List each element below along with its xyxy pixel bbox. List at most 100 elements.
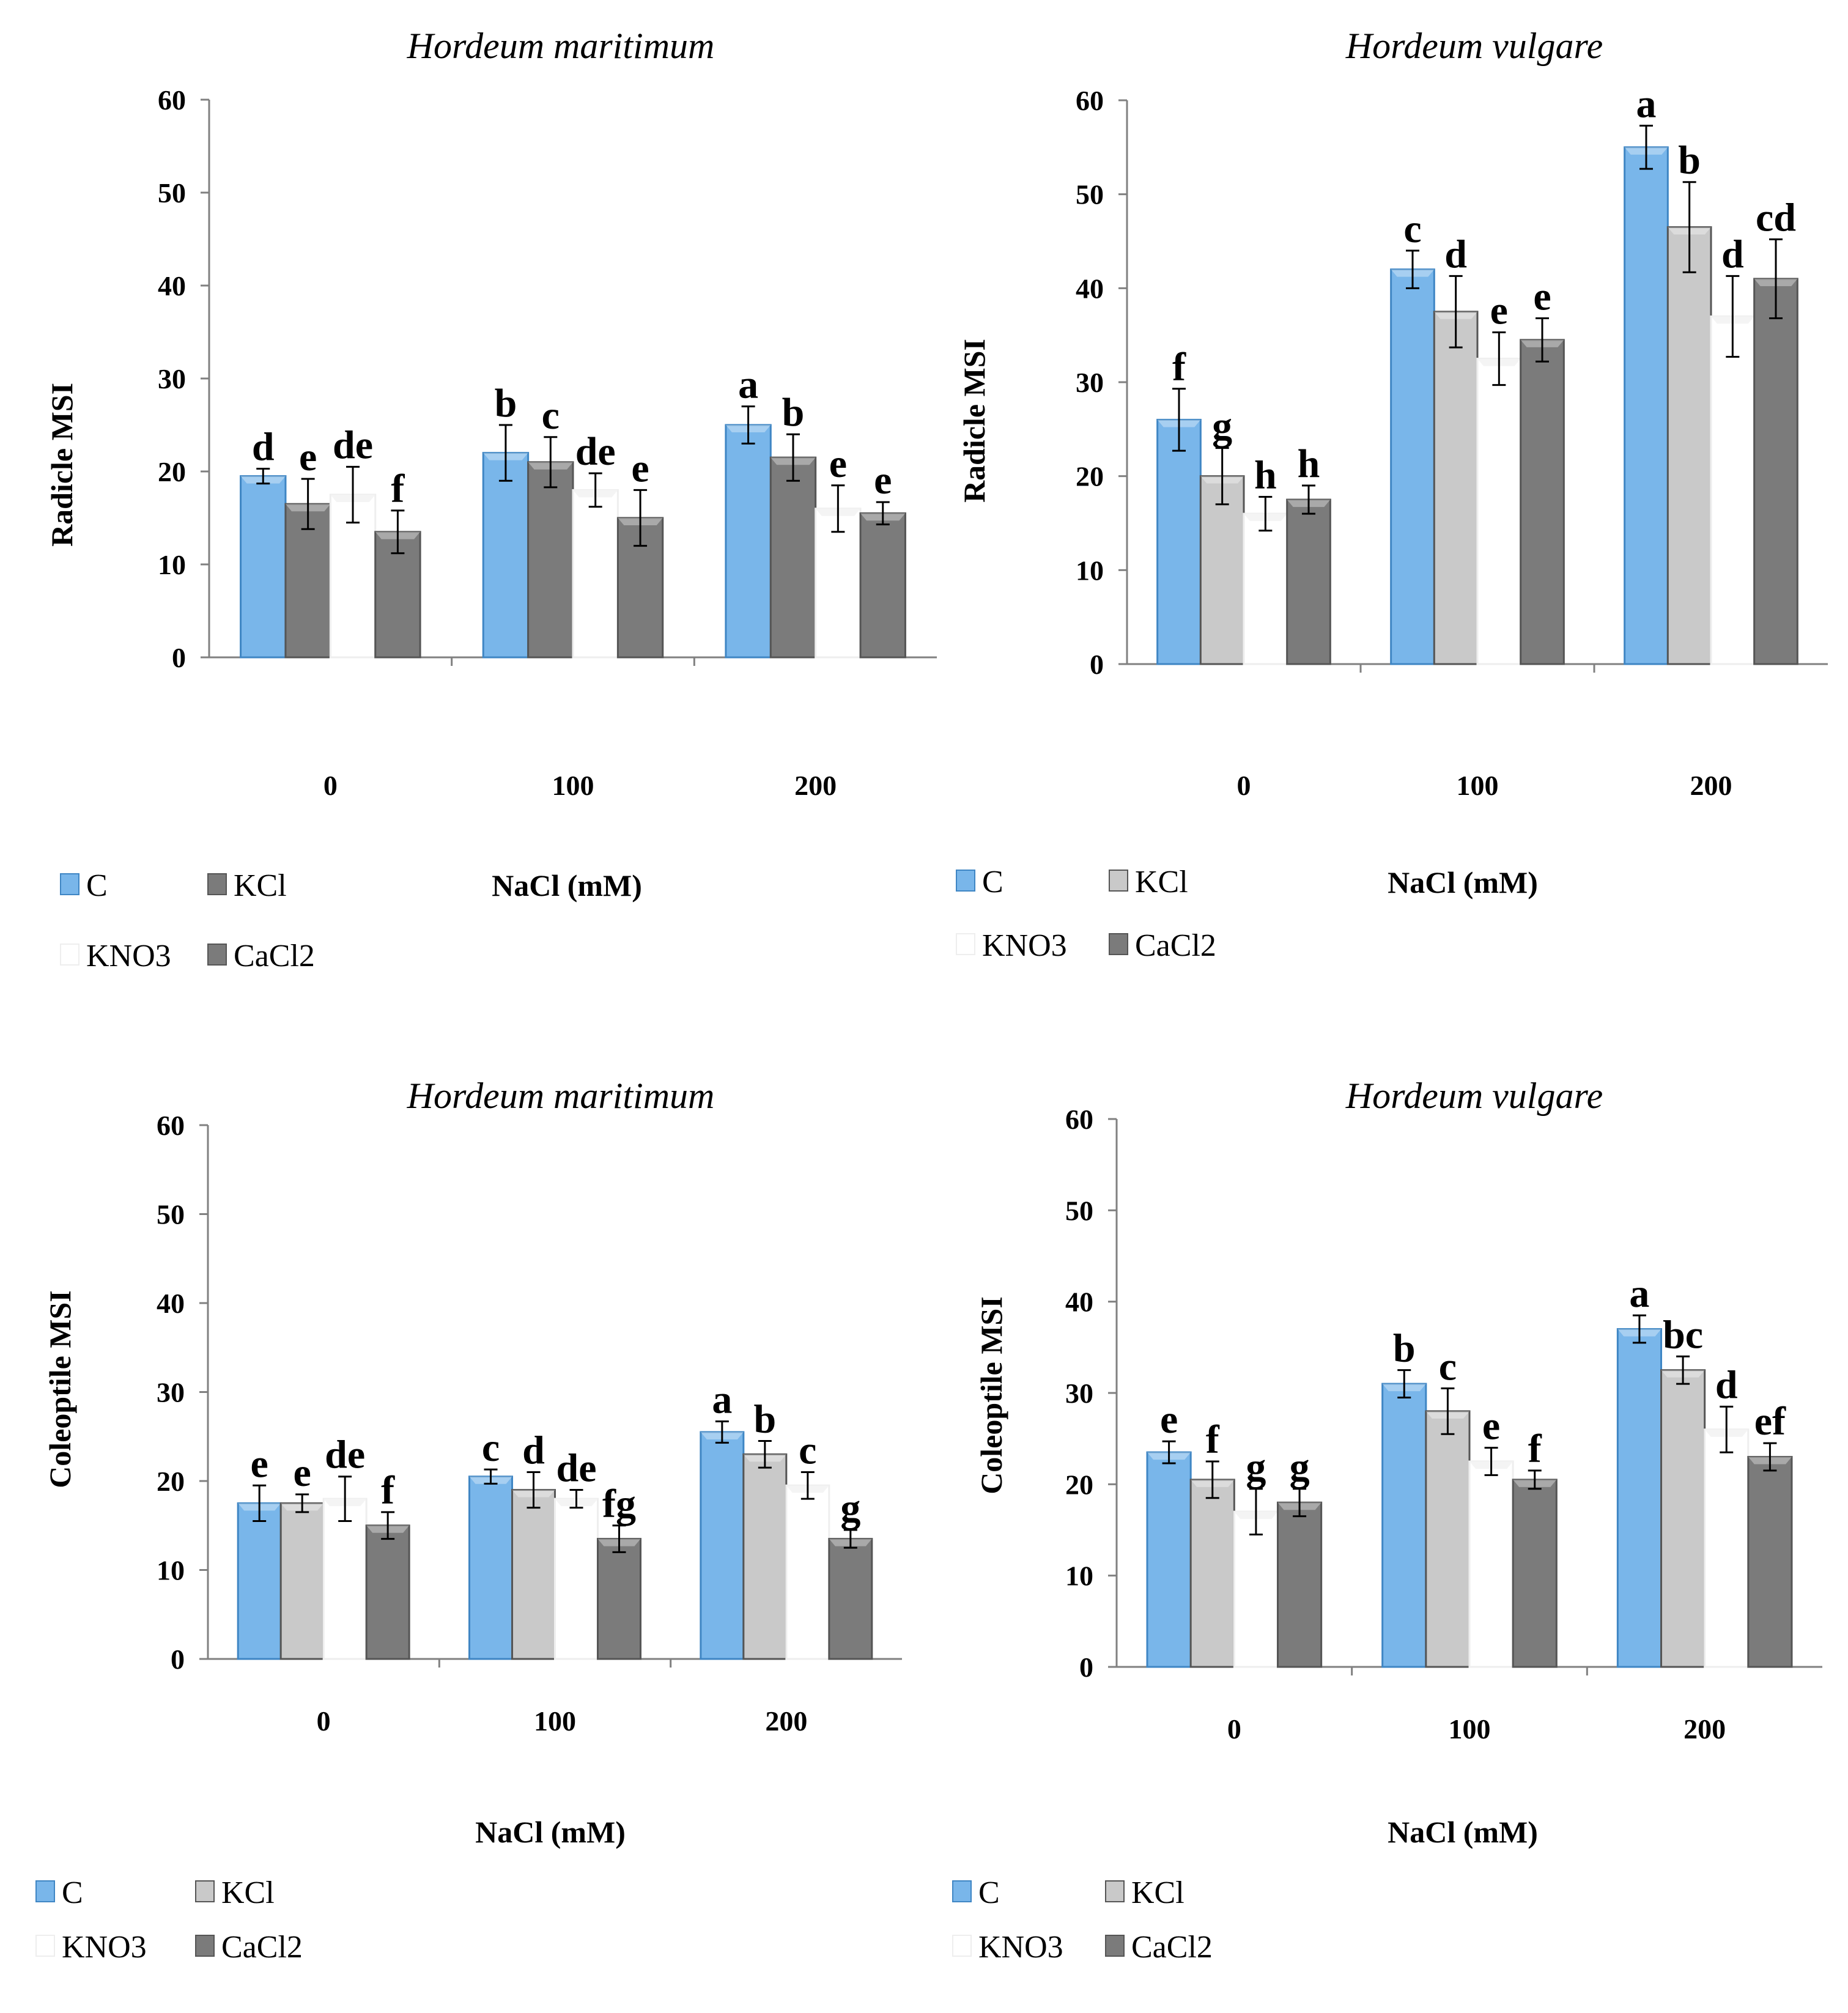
- panel3-significance-letter: d: [522, 1428, 545, 1472]
- panel1-bar-kno3-200: [815, 508, 862, 659]
- panel4-y-tick-label: 60: [1065, 1104, 1093, 1135]
- panel4-significance-letter: ef: [1754, 1399, 1786, 1444]
- panel2-significance-letter: d: [1721, 232, 1744, 276]
- panel4-legend-swatch-c: [952, 1880, 972, 1902]
- panel4-significance-letter: g: [1246, 1445, 1266, 1490]
- panel1-legend-swatch-kno3: [60, 944, 79, 966]
- panel3-bar-c-0: [237, 1502, 282, 1660]
- panel2-legend-label-kcl: KCl: [1135, 865, 1188, 899]
- panel1-legend-label-kno3: KNO3: [86, 939, 171, 973]
- panel2-y-axis-label: Radicle MSI: [957, 339, 991, 503]
- panel4-y-tick-label: 30: [1065, 1378, 1093, 1409]
- panel2-bar-kno3-100: [1476, 358, 1522, 665]
- panel1-y-tick-label: 0: [172, 642, 186, 673]
- panel4-y-tick-label: 20: [1065, 1469, 1093, 1500]
- panel1-significance-letter: b: [782, 390, 805, 435]
- panel2-bar-cacl2-0: [1286, 498, 1331, 665]
- panel4-bar-kno3-100: [1468, 1460, 1514, 1668]
- panel2-significance-letter: e: [1533, 275, 1551, 319]
- panel2-significance-letter: h: [1254, 452, 1277, 497]
- panel1-title: Hordeum maritimum: [407, 26, 715, 66]
- panel3-bar-kno3-200: [785, 1484, 830, 1660]
- panel2-bar-c-100: [1390, 268, 1435, 665]
- panel1-legend-label-c: C: [86, 868, 108, 903]
- panel4-y-tick-label: 40: [1065, 1287, 1093, 1318]
- panel1-bar-c-200: [725, 424, 772, 659]
- panel1-significance-letter: c: [542, 393, 560, 438]
- panel1-significance-letter: f: [391, 467, 405, 511]
- panel3-significance-letter: c: [799, 1428, 816, 1472]
- panel3-y-tick-label: 0: [171, 1644, 185, 1675]
- panel4-legend-label-cacl2: CaCl2: [1131, 1930, 1213, 1965]
- panel4-x-tick-label: 0: [1227, 1713, 1241, 1745]
- panel2-bar-c-0: [1156, 418, 1202, 665]
- panel1-bar-kno3-100: [572, 489, 619, 659]
- panel3-bar-c-100: [468, 1476, 514, 1660]
- panel2-bar-kno3-0: [1243, 512, 1288, 665]
- panel3-y-tick-label: 20: [157, 1466, 185, 1497]
- panel4-y-tick-label: 10: [1065, 1561, 1093, 1592]
- panel1-significance-letter: e: [874, 458, 892, 503]
- panel4-legend-label-kno3: KNO3: [978, 1930, 1063, 1965]
- panel2-significance-letter: a: [1636, 81, 1656, 126]
- panel3-legend-swatch-c: [35, 1880, 55, 1902]
- panel2-legend-label-kno3: KNO3: [982, 928, 1067, 963]
- panel1-y-tick-label: 20: [158, 456, 186, 487]
- panel4-y-tick-label: 50: [1065, 1195, 1093, 1226]
- panel4-legend-label-c: C: [978, 1875, 1000, 1910]
- panel4-significance-letter: f: [1528, 1427, 1542, 1471]
- panel2-y-tick-label: 20: [1076, 461, 1104, 492]
- panel3-legend-label-kcl: KCl: [221, 1875, 275, 1910]
- panel3-significance-letter: e: [294, 1450, 311, 1495]
- panel1-y-tick-label: 60: [158, 84, 186, 116]
- panel2-bar-c-200: [1624, 146, 1669, 665]
- panel4-legend-label-kcl: KCl: [1131, 1875, 1185, 1910]
- panel2-x-axis-label: NaCl (mM): [1388, 865, 1538, 899]
- panel1-significance-letter: b: [495, 381, 517, 426]
- panel4-legend-swatch-kno3: [952, 1935, 972, 1957]
- panel1-y-tick-label: 10: [158, 549, 186, 580]
- panel2-x-tick-label: 0: [1237, 770, 1251, 801]
- panel4-x-tick-label: 200: [1684, 1713, 1726, 1745]
- panel1-legend-label-cacl2: CaCl2: [234, 939, 315, 973]
- panel3-legend-label-c: C: [62, 1875, 83, 1910]
- panel3-x-axis-label: NaCl (mM): [475, 1815, 626, 1849]
- panel2-x-tick-label: 200: [1690, 770, 1732, 801]
- panel1-significance-letter: de: [575, 429, 616, 474]
- panel3-x-tick-label: 0: [317, 1705, 331, 1737]
- panel2-significance-letter: d: [1444, 232, 1467, 276]
- panel4-significance-letter: f: [1206, 1417, 1220, 1462]
- panel4-x-tick-label: 100: [1449, 1713, 1491, 1745]
- panel1-legend-swatch-c: [60, 873, 79, 895]
- panel3-significance-letter: g: [840, 1486, 860, 1531]
- panel3-significance-letter: de: [325, 1433, 365, 1477]
- panel3-y-tick-label: 10: [157, 1555, 185, 1586]
- panel3-legend-label-kno3: KNO3: [62, 1930, 147, 1965]
- panel1-legend-swatch-cacl2: [207, 944, 227, 966]
- panel4-y-tick-label: 0: [1079, 1652, 1093, 1683]
- panel1-x-axis-label: NaCl (mM): [492, 868, 642, 903]
- panel2-legend-label-c: C: [982, 865, 1003, 899]
- panel3-bar-kno3-100: [554, 1498, 599, 1660]
- panel2-bar-kcl-0: [1199, 475, 1245, 665]
- panel1-y-tick-label: 50: [158, 177, 186, 209]
- panel1-legend-swatch-kcl: [207, 873, 227, 895]
- panel3-y-tick-label: 60: [157, 1110, 185, 1141]
- panel2-significance-letter: b: [1678, 138, 1701, 183]
- panel4-bar-kcl-100: [1425, 1410, 1471, 1668]
- panel4-bar-kno3-200: [1704, 1428, 1750, 1668]
- panel3-legend-label-cacl2: CaCl2: [221, 1930, 303, 1965]
- panel3-bar-kcl-0: [279, 1502, 325, 1660]
- panel3-significance-letter: a: [712, 1378, 732, 1422]
- panel4-bar-cacl2-0: [1276, 1501, 1323, 1668]
- panel1-legend-label-kcl: KCl: [234, 868, 287, 903]
- panel2-significance-letter: c: [1403, 207, 1421, 251]
- panel2-legend-swatch-kno3: [956, 933, 975, 955]
- panel3-bar-kcl-200: [742, 1453, 788, 1660]
- panel1-bar-kcl-100: [527, 461, 574, 659]
- panel2-bar-kcl-200: [1666, 226, 1712, 665]
- panel1-y-axis-label: Radicle MSI: [45, 383, 79, 547]
- panel4-legend-swatch-cacl2: [1105, 1935, 1125, 1957]
- panel4-bar-c-0: [1146, 1451, 1192, 1668]
